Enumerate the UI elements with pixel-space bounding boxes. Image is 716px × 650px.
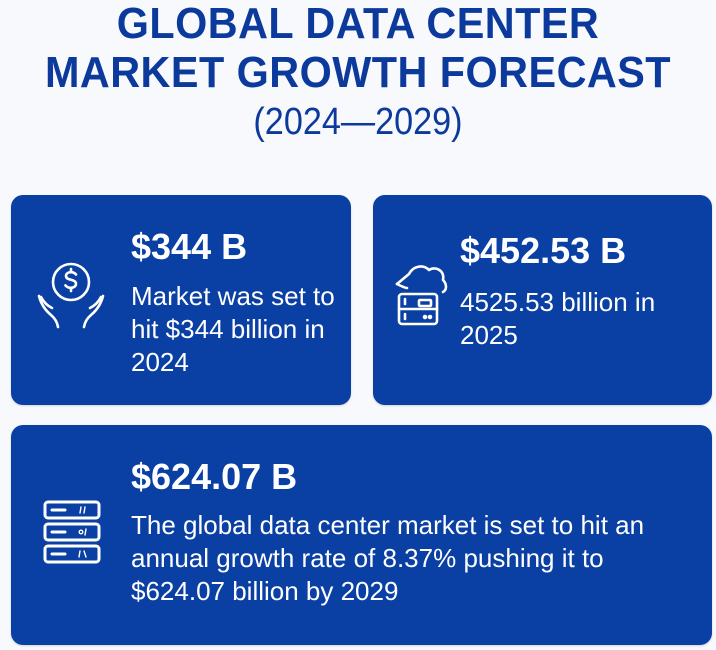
money-hands-icon xyxy=(35,258,107,332)
stat-description: Market was set to hit $344 billion in 20… xyxy=(131,281,335,377)
stat-card-2024: $344 B Market was set to hit $344 billio… xyxy=(11,195,351,405)
page-subtitle: (2024—2029) xyxy=(253,101,463,143)
server-rack-icon xyxy=(41,498,103,566)
stat-card-2025: $452.53 B 4525.53 billion in 2025 xyxy=(373,195,712,405)
stat-value: $624.07 B xyxy=(131,456,298,497)
stat-description: 4525.53 billion in 2025 xyxy=(460,287,656,350)
page-title-line-2: MARKET GROWTH FORECAST xyxy=(44,48,672,97)
stat-card-2029: $624.07 B The global data center market … xyxy=(11,425,712,645)
stat-value: $344 B xyxy=(131,226,248,267)
page-title-line-1: GLOBAL DATA CENTER xyxy=(116,0,600,48)
cloud-server-icon xyxy=(393,262,453,330)
stat-value: $452.53 B xyxy=(460,230,627,271)
stat-description: The global data center market is set to … xyxy=(131,510,645,606)
